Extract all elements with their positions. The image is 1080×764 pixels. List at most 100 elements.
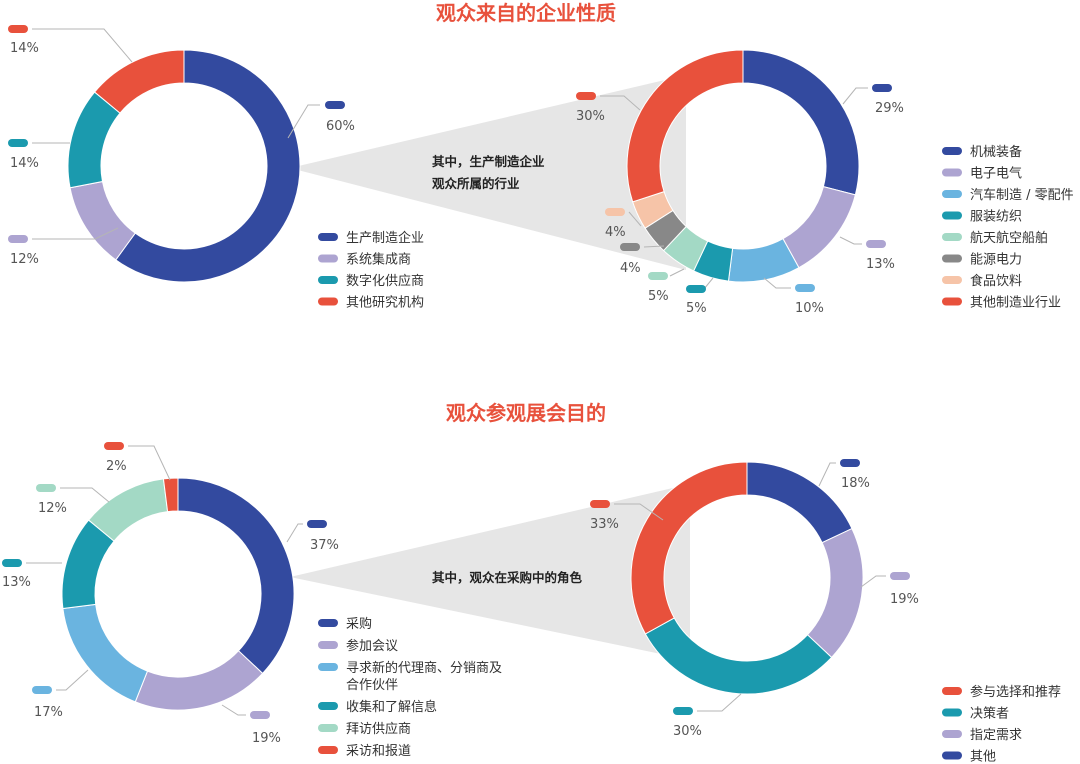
donut-slice-2-8 [626, 49, 744, 203]
legend-item-2-5: 航天航空船舶 [942, 230, 1048, 246]
legend-swatch [942, 730, 962, 738]
legend-swatch [942, 708, 962, 717]
legend-item-2-7: 食品饮料 [942, 273, 1022, 289]
legend-item-3-2: 参加会议 [318, 638, 398, 654]
percent-label-2-4: 5% [686, 301, 707, 316]
label-pill-1-4 [8, 25, 28, 33]
legend-swatch [318, 641, 338, 649]
callout-text-1-line-2: 观众所属的行业 [432, 176, 520, 191]
label-pill-2-8 [576, 92, 596, 100]
legend-swatch [318, 746, 338, 754]
donut-slice-2-1 [742, 49, 860, 196]
legend-item-1-1: 生产制造企业 [318, 230, 424, 246]
label-pill-2-1 [872, 84, 892, 92]
label-pill-2-5 [648, 272, 668, 280]
legend-swatch [942, 147, 962, 155]
callout-funnel-2 [290, 484, 690, 660]
legend-swatch [318, 297, 338, 306]
legend-item-2-4: 服装纺织 [942, 210, 1022, 225]
percent-label-3-2: 19% [252, 731, 281, 746]
leader-line-2-3 [763, 277, 791, 289]
donut-slice-4-3 [644, 617, 833, 695]
donut-slice-4-4 [630, 461, 748, 635]
percent-label-2-3: 10% [795, 301, 824, 316]
donut-slice-3-2 [134, 650, 264, 711]
leader-line-3-1 [286, 523, 303, 543]
legend-item-2-3: 汽车制造 / 零配件 [942, 187, 1074, 203]
label-pill-2-2 [866, 240, 886, 248]
legend-swatch [318, 276, 338, 284]
legend-label-line-1: 寻求新的代理商、分销商及 [346, 660, 502, 676]
legend-item-4-3: 指定需求 [942, 728, 1022, 743]
legend-item-2-8: 其他制造业行业 [942, 296, 1061, 311]
legend-swatch [318, 702, 338, 710]
legend-label: 食品饮料 [970, 273, 1022, 289]
legend-item-3-1: 采购 [318, 616, 372, 632]
legend-swatch [942, 254, 962, 263]
label-pill-1-1 [325, 101, 345, 109]
label-pill-3-4 [2, 559, 22, 567]
percent-label-3-5: 12% [38, 501, 67, 516]
legend-item-2-6: 能源电力 [942, 253, 1022, 268]
label-pill-3-5 [36, 484, 56, 492]
leader-line-2-2 [839, 236, 862, 245]
percent-label-4-1: 18% [841, 476, 870, 491]
legend-label: 参与选择和推荐 [970, 684, 1061, 700]
legend-label: 数字化供应商 [346, 273, 424, 289]
percent-label-2-5: 5% [648, 289, 669, 304]
callout-funnel-1 [290, 75, 686, 270]
legend-item-3-4: 收集和了解信息 [318, 699, 437, 715]
legend-label: 生产制造企业 [346, 230, 424, 246]
legend-item-1-3: 数字化供应商 [318, 273, 424, 289]
label-pill-2-4 [686, 285, 706, 293]
donut-slice-3-1 [177, 477, 295, 675]
callout-text-1-line-1: 其中，生产制造企业 [432, 154, 545, 169]
donut-slice-3-6 [162, 477, 179, 513]
section-title-1: 观众来自的企业性质 [436, 1, 616, 25]
legend-swatch [318, 254, 338, 263]
legend-item-1-4: 其他研究机构 [318, 296, 424, 311]
percent-label-4-2: 19% [890, 592, 919, 607]
donut-slice-4-1 [746, 461, 853, 544]
percent-label-2-2: 13% [866, 257, 895, 272]
label-pill-3-1 [307, 520, 327, 528]
donut-chart-3: 37% 19% 17% 13% 12% 2% 采购参加会议寻求新的代理商、分销商及合作伙伴收… [2, 442, 502, 759]
legend-swatch [942, 211, 962, 220]
legend-swatch [318, 233, 338, 241]
legend-swatch [942, 297, 962, 306]
leader-line-1-1 [287, 104, 320, 139]
label-pill-1-2 [8, 235, 28, 243]
leader-line-3-6 [128, 445, 171, 481]
callout-text-2-line-1: 其中，观众在采购中的角色 [432, 570, 583, 585]
legend-item-4-2: 决策者 [942, 706, 1009, 722]
label-pill-4-2 [890, 572, 910, 580]
legend-label: 机械装备 [970, 144, 1022, 160]
leader-line-4-3 [697, 693, 742, 712]
leader-line-4-4 [614, 503, 664, 521]
percent-label-3-1: 37% [310, 538, 339, 553]
legend-label: 其他研究机构 [346, 296, 424, 311]
donut-slice-4-2 [806, 527, 864, 659]
donut-slice-2-2 [782, 186, 856, 269]
legend-swatch [942, 687, 962, 695]
legend-label: 拜访供应商 [346, 721, 411, 737]
leader-line-2-7 [628, 211, 642, 227]
legend-swatch [318, 619, 338, 627]
legend-label: 服装纺织 [970, 210, 1022, 225]
label-pill-3-6 [104, 442, 124, 450]
legend-label: 其他制造业行业 [970, 296, 1061, 311]
legend-swatch [942, 276, 962, 284]
legend-swatch [942, 190, 962, 198]
leader-line-3-3 [56, 669, 89, 691]
label-pill-4-3 [673, 707, 693, 715]
legend-label: 其他 [970, 750, 996, 764]
percent-label-2-1: 29% [875, 101, 904, 116]
legend-item-4-4: 其他 [942, 750, 996, 764]
legend-item-1-2: 系统集成商 [318, 252, 411, 268]
legend-label: 采购 [346, 616, 372, 632]
legend-swatch [318, 724, 338, 732]
donut-slice-3-3 [62, 603, 149, 703]
legend-label: 指定需求 [970, 728, 1022, 743]
